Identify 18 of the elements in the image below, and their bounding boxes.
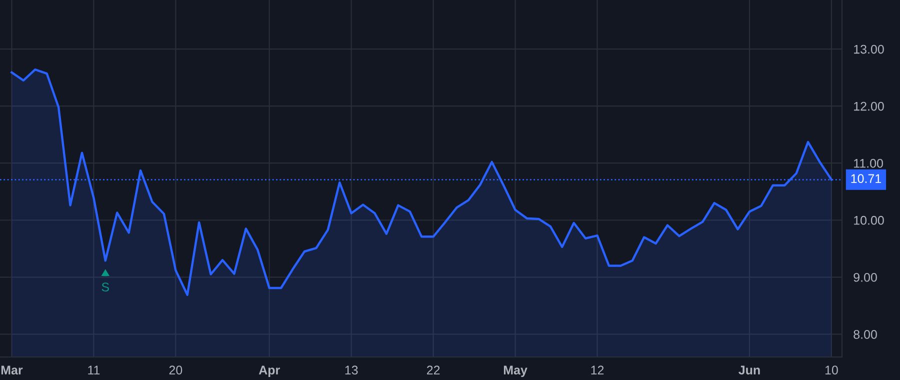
x-tick-label: 11 — [88, 366, 100, 374]
x-tick-label: Jun — [738, 366, 760, 375]
y-tick-label: 11.00 — [854, 158, 883, 168]
x-tick-label: May — [504, 366, 528, 377]
x-tick-label: Mar — [1, 366, 23, 375]
x-tick-label: Apr — [258, 366, 280, 377]
ref-line-label: 10.71 — [851, 174, 882, 183]
x-tick-label: 10 — [825, 366, 838, 375]
y-tick-label: 13.00 — [854, 44, 884, 54]
y-tick-label: 10.00 — [854, 216, 884, 225]
x-tick-label: 20 — [169, 366, 182, 375]
y-tick-label: 12.00 — [854, 102, 884, 111]
y-tick-label: 9.00 — [854, 272, 877, 282]
x-tick-label: 13 — [345, 366, 358, 375]
x-tick-label: 22 — [426, 366, 440, 374]
x-tick-label: 12 — [591, 366, 604, 374]
annotation: S — [102, 282, 109, 292]
y-tick-label: 8.00 — [854, 330, 877, 339]
